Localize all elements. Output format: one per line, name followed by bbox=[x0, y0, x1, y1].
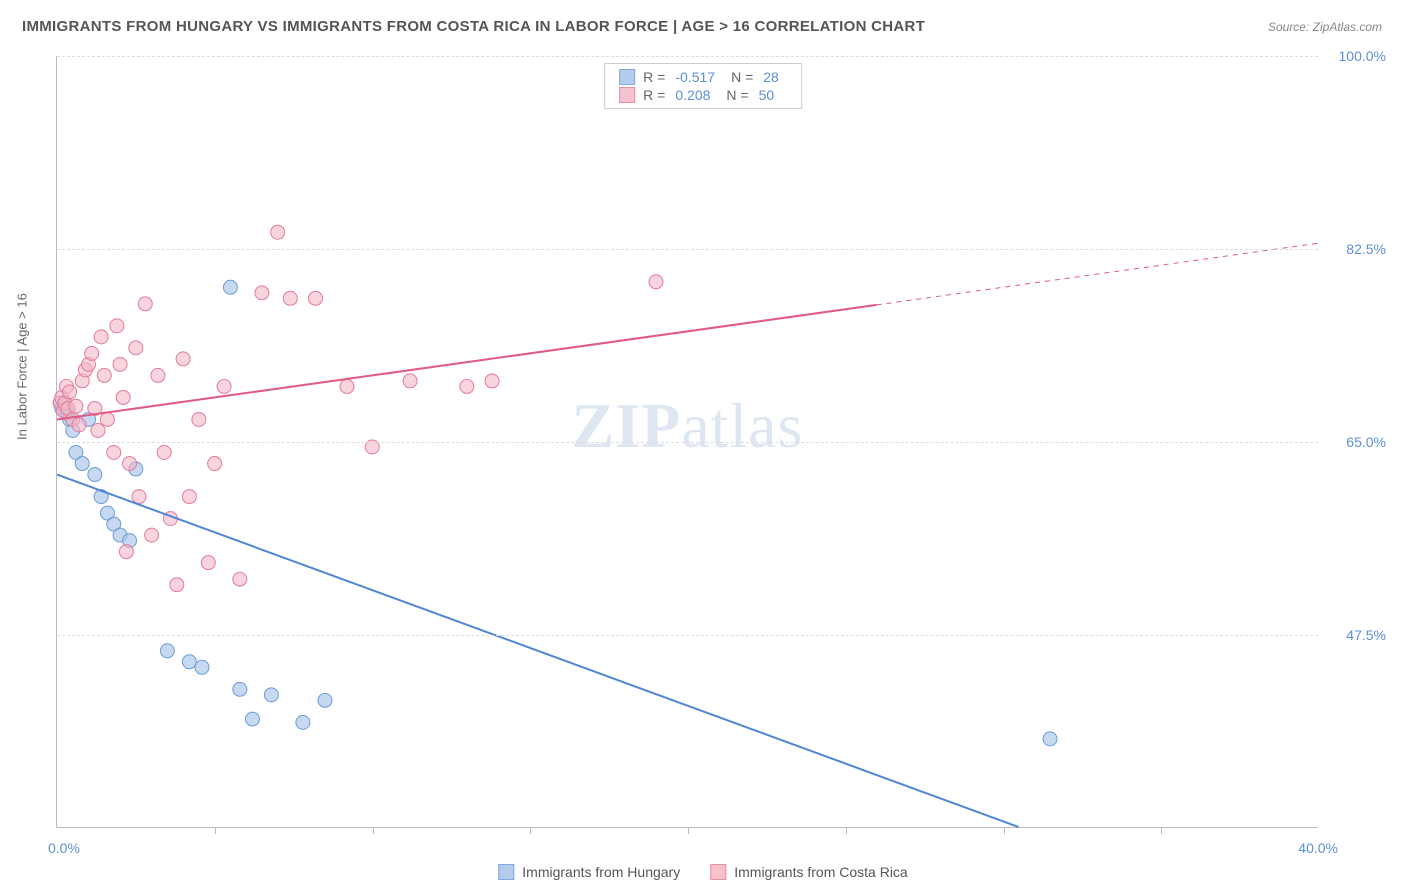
data-point bbox=[245, 712, 259, 726]
data-point bbox=[113, 357, 127, 371]
data-point bbox=[157, 446, 171, 460]
y-tick-label: 65.0% bbox=[1326, 434, 1386, 450]
data-point bbox=[233, 682, 247, 696]
data-point bbox=[460, 379, 474, 393]
data-point bbox=[160, 644, 174, 658]
legend-n-prefix: N = bbox=[726, 87, 748, 103]
data-point bbox=[170, 578, 184, 592]
x-tick bbox=[1004, 827, 1005, 834]
plot-area: ZIPatlas 47.5%65.0%82.5%100.0% bbox=[56, 56, 1318, 828]
data-point bbox=[340, 379, 354, 393]
legend-n-value: 28 bbox=[763, 69, 779, 85]
source-label: Source: ZipAtlas.com bbox=[1268, 20, 1382, 34]
legend-r-value: 0.208 bbox=[675, 87, 710, 103]
data-point bbox=[145, 528, 159, 542]
data-point bbox=[75, 457, 89, 471]
y-tick-label: 82.5% bbox=[1326, 241, 1386, 257]
legend-item: Immigrants from Costa Rica bbox=[710, 864, 907, 880]
data-point bbox=[129, 341, 143, 355]
legend-item: Immigrants from Hungary bbox=[498, 864, 680, 880]
series-legend: Immigrants from Hungary Immigrants from C… bbox=[498, 864, 907, 880]
data-point bbox=[138, 297, 152, 311]
data-point bbox=[100, 412, 114, 426]
data-point bbox=[119, 545, 133, 559]
x-tick bbox=[373, 827, 374, 834]
data-point bbox=[201, 556, 215, 570]
y-axis-title: In Labor Force | Age > 16 bbox=[15, 293, 30, 440]
legend-swatch bbox=[710, 864, 726, 880]
data-point bbox=[97, 368, 111, 382]
y-tick-label: 100.0% bbox=[1326, 48, 1386, 64]
data-point bbox=[485, 374, 499, 388]
legend-swatch bbox=[619, 69, 635, 85]
data-point bbox=[132, 490, 146, 504]
trend-line bbox=[57, 475, 1019, 827]
data-point bbox=[217, 379, 231, 393]
data-point bbox=[233, 572, 247, 586]
x-tick bbox=[846, 827, 847, 834]
data-point bbox=[223, 280, 237, 294]
data-point bbox=[195, 660, 209, 674]
data-point bbox=[296, 715, 310, 729]
legend-row: R = -0.517 N = 28 bbox=[619, 68, 787, 86]
data-point bbox=[403, 374, 417, 388]
data-point bbox=[151, 368, 165, 382]
x-tick bbox=[1161, 827, 1162, 834]
data-point bbox=[85, 346, 99, 360]
data-point bbox=[264, 688, 278, 702]
data-point bbox=[107, 446, 121, 460]
data-point bbox=[208, 457, 222, 471]
data-point bbox=[1043, 732, 1057, 746]
legend-label: Immigrants from Costa Rica bbox=[734, 864, 907, 880]
trend-line-dashed bbox=[877, 243, 1318, 305]
data-point bbox=[63, 385, 77, 399]
data-point bbox=[318, 693, 332, 707]
legend-n-prefix: N = bbox=[731, 69, 753, 85]
grid-line bbox=[57, 56, 1318, 57]
x-tick bbox=[530, 827, 531, 834]
data-point bbox=[182, 655, 196, 669]
grid-line bbox=[57, 249, 1318, 250]
grid-line bbox=[57, 442, 1318, 443]
legend-r-prefix: R = bbox=[643, 87, 665, 103]
legend-row: R = 0.208 N = 50 bbox=[619, 86, 787, 104]
data-point bbox=[271, 225, 285, 239]
data-point bbox=[72, 418, 86, 432]
data-point bbox=[91, 423, 105, 437]
correlation-legend: R = -0.517 N = 28 R = 0.208 N = 50 bbox=[604, 63, 802, 109]
data-point bbox=[123, 457, 137, 471]
data-point bbox=[192, 412, 206, 426]
x-tick bbox=[215, 827, 216, 834]
data-point bbox=[182, 490, 196, 504]
data-point bbox=[88, 468, 102, 482]
chart-title: IMMIGRANTS FROM HUNGARY VS IMMIGRANTS FR… bbox=[22, 18, 925, 35]
data-point bbox=[283, 291, 297, 305]
legend-n-value: 50 bbox=[759, 87, 775, 103]
data-point bbox=[94, 330, 108, 344]
data-point bbox=[176, 352, 190, 366]
legend-swatch bbox=[498, 864, 514, 880]
x-max-label: 40.0% bbox=[1298, 840, 1338, 856]
grid-line bbox=[57, 635, 1318, 636]
data-point bbox=[255, 286, 269, 300]
data-point bbox=[69, 399, 83, 413]
legend-label: Immigrants from Hungary bbox=[522, 864, 680, 880]
y-tick-label: 47.5% bbox=[1326, 627, 1386, 643]
legend-r-value: -0.517 bbox=[675, 69, 715, 85]
data-point bbox=[649, 275, 663, 289]
data-point bbox=[309, 291, 323, 305]
x-tick bbox=[688, 827, 689, 834]
legend-r-prefix: R = bbox=[643, 69, 665, 85]
x-min-label: 0.0% bbox=[48, 840, 80, 856]
data-point bbox=[116, 390, 130, 404]
legend-swatch bbox=[619, 87, 635, 103]
data-point bbox=[110, 319, 124, 333]
